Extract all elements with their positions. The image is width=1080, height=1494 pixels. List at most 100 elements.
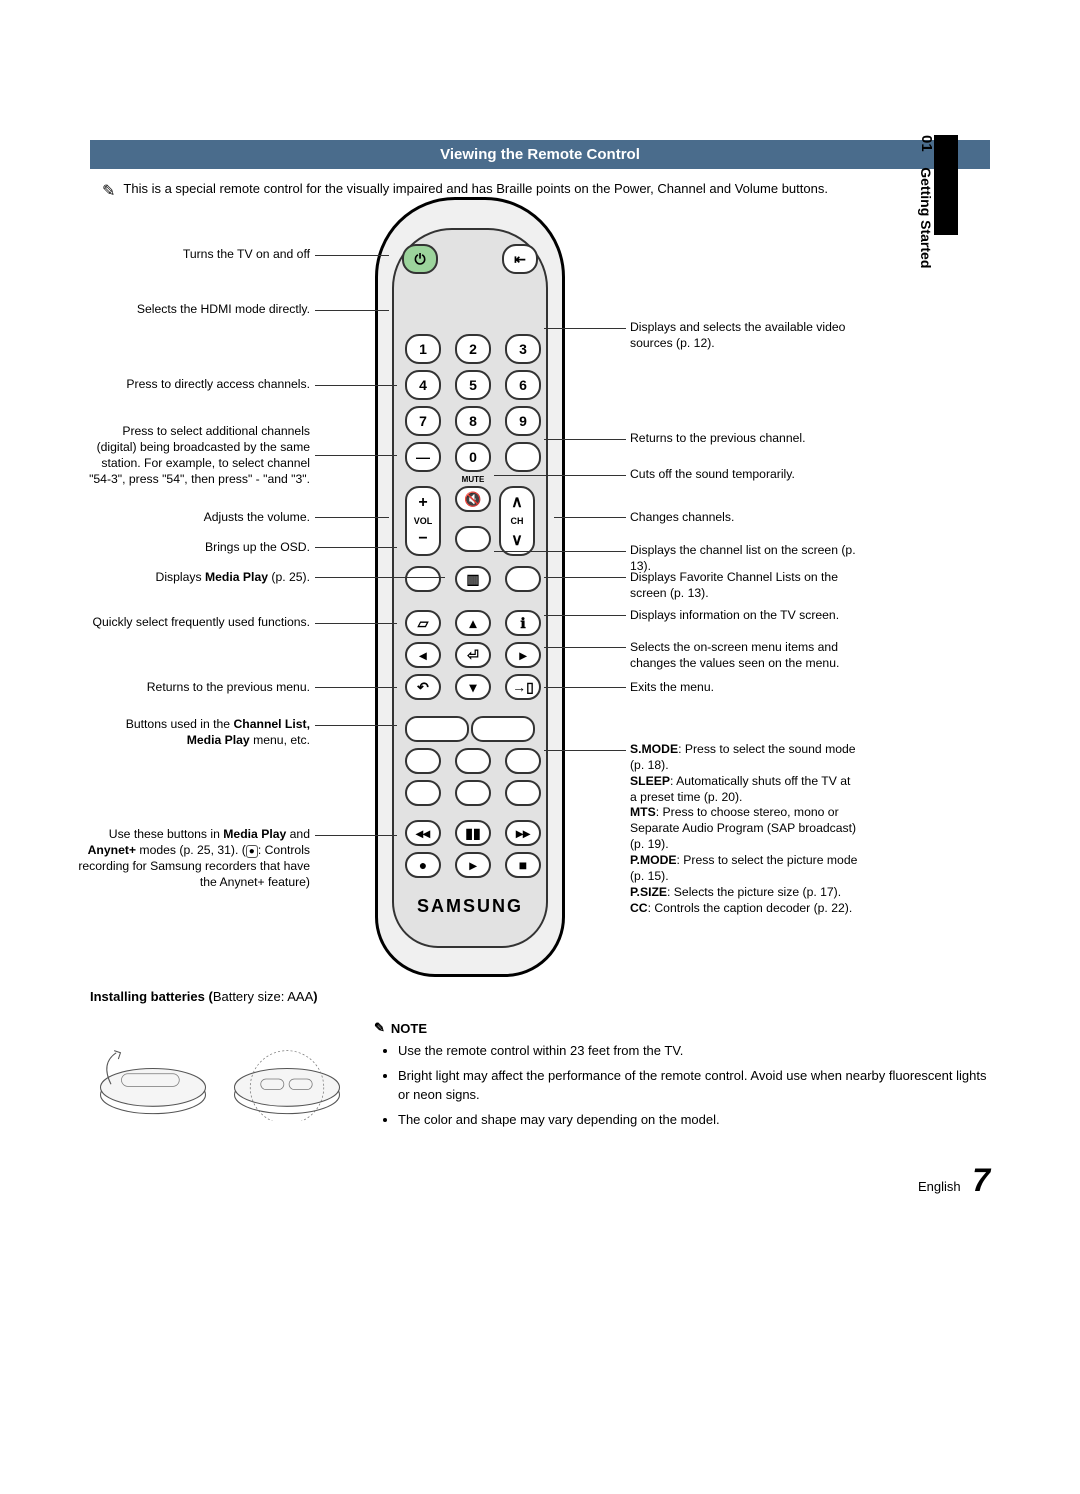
ch-up-icon: ∧ [511, 492, 523, 512]
source-icon: ⇤ [514, 251, 526, 268]
battery-illustration [90, 1014, 350, 1144]
tools-button[interactable]: ▱ [405, 610, 441, 636]
bottom-row: ✎NOTE Use the remote control within 23 f… [90, 1014, 990, 1144]
line [315, 517, 389, 518]
ch-label: CH [511, 516, 524, 526]
vol-down-icon: − [418, 530, 427, 548]
vol-up-icon: + [418, 494, 427, 512]
page-footer: English 7 [90, 1162, 990, 1199]
source-button[interactable]: ⇤ [502, 244, 538, 274]
brand-logo: SAMSUNG [378, 896, 562, 917]
rewind-button[interactable]: ◂◂ [405, 820, 441, 846]
line [544, 615, 626, 616]
lbl-numpad: Press to directly access channels. [90, 377, 310, 393]
line [315, 687, 397, 688]
prev-ch-button[interactable] [505, 442, 541, 472]
line [315, 310, 389, 311]
lbl-hdmi: Selects the HDMI mode directly. [90, 302, 310, 318]
osd-button[interactable] [405, 566, 441, 592]
note-heading: ✎NOTE [374, 1020, 990, 1036]
ffwd-button[interactable]: ▸▸ [505, 820, 541, 846]
note-label: NOTE [391, 1021, 427, 1036]
color-a[interactable] [405, 716, 469, 742]
num-9[interactable]: 9 [505, 406, 541, 436]
num-8[interactable]: 8 [455, 406, 491, 436]
footer-pagenum: 7 [972, 1162, 990, 1198]
return-button[interactable]: ↶ [405, 674, 441, 700]
line [494, 551, 626, 552]
line [554, 517, 626, 518]
page: 01 Getting Started Viewing the Remote Co… [0, 0, 1080, 1239]
num-2[interactable]: 2 [455, 334, 491, 364]
chapter-number: 01 [918, 135, 935, 152]
num-3[interactable]: 3 [505, 334, 541, 364]
battery-svg-1 [90, 1037, 216, 1121]
line [544, 750, 626, 751]
num-1[interactable]: 1 [405, 334, 441, 364]
num-4[interactable]: 4 [405, 370, 441, 400]
note-item: Use the remote control within 23 feet fr… [398, 1042, 990, 1061]
nav-up[interactable]: ▴ [455, 610, 491, 636]
nav-down[interactable]: ▾ [455, 674, 491, 700]
battery-svg-2 [224, 1037, 350, 1121]
num-0[interactable]: 0 [455, 442, 491, 472]
pause-button[interactable]: ▮▮ [455, 820, 491, 846]
channel-rocker[interactable]: ∧ CH ∨ [499, 486, 535, 556]
num-7[interactable]: 7 [405, 406, 441, 436]
favch-button[interactable] [505, 566, 541, 592]
line [315, 455, 397, 456]
cc-button[interactable] [505, 780, 541, 806]
num-5[interactable]: 5 [455, 370, 491, 400]
power-button[interactable]: ⏻ [402, 244, 438, 274]
color-b[interactable] [471, 716, 535, 742]
media-button[interactable]: ▥ [455, 566, 491, 592]
lbl-modes: S.MODE: Press to select the sound mode (… [630, 742, 860, 916]
record-button[interactable]: ● [405, 852, 441, 878]
lbl-mute: Cuts off the sound temporarily. [630, 467, 850, 483]
info-button[interactable]: ℹ [505, 610, 541, 636]
lbl-osd: Brings up the OSD. [90, 540, 310, 556]
smode-button[interactable] [405, 748, 441, 774]
line [315, 547, 397, 548]
lbl-info: Displays information on the TV screen. [630, 608, 860, 624]
psize-button[interactable] [455, 780, 491, 806]
note-column: ✎NOTE Use the remote control within 23 f… [374, 1014, 990, 1144]
mts-button[interactable] [505, 748, 541, 774]
play-button[interactable]: ▸ [455, 852, 491, 878]
num-6[interactable]: 6 [505, 370, 541, 400]
line [315, 385, 397, 386]
chlist-button[interactable] [455, 526, 491, 552]
mute-button[interactable]: 🔇 [455, 486, 491, 512]
lbl-source: Displays and selects the available video… [630, 320, 850, 352]
line [544, 328, 626, 329]
enter-button[interactable]: ⏎ [455, 642, 491, 668]
lbl-color: Buttons used in the Channel List, Media … [90, 717, 310, 749]
lbl-power: Turns the TV on and off [90, 247, 310, 263]
mute-icon: 🔇 [464, 491, 481, 508]
mute-label: MUTE [454, 475, 492, 484]
remote-body: ⏻ ⇤ 123 456 789 — 0 MUTE + VOL − 🔇 ∧ CH ∨… [375, 197, 565, 977]
exit-button[interactable]: →▯ [505, 674, 541, 700]
lbl-return: Returns to the previous menu. [90, 680, 310, 696]
nav-right[interactable]: ▸ [505, 642, 541, 668]
stop-button[interactable]: ■ [505, 852, 541, 878]
line [544, 439, 626, 440]
line [315, 835, 397, 836]
vol-label: VOL [414, 516, 433, 526]
nav-left[interactable]: ◂ [405, 642, 441, 668]
install-heading: Installing batteries (Battery size: AAA) [90, 989, 990, 1004]
pmode-button[interactable] [405, 780, 441, 806]
ch-down-icon: ∨ [511, 530, 523, 550]
note-list: Use the remote control within 23 feet fr… [374, 1042, 990, 1129]
sleep-button[interactable] [455, 748, 491, 774]
line [315, 255, 389, 256]
line [544, 577, 626, 578]
footer-lang: English [918, 1179, 961, 1194]
section-title: Viewing the Remote Control [90, 140, 990, 169]
line [315, 725, 397, 726]
volume-rocker[interactable]: + VOL − [405, 486, 441, 556]
lbl-favch: Displays Favorite Channel Lists on the s… [630, 570, 850, 602]
note-item: The color and shape may vary depending o… [398, 1111, 990, 1130]
dash-button[interactable]: — [405, 442, 441, 472]
lbl-exit: Exits the menu. [630, 680, 850, 696]
